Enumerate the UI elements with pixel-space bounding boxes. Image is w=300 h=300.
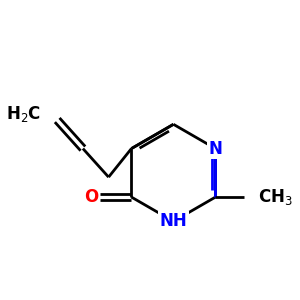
Text: H$_2$C: H$_2$C [6, 104, 41, 124]
Text: NH: NH [160, 212, 187, 230]
Text: O: O [84, 188, 99, 206]
Text: N: N [208, 140, 222, 158]
Text: CH$_3$: CH$_3$ [258, 187, 293, 207]
